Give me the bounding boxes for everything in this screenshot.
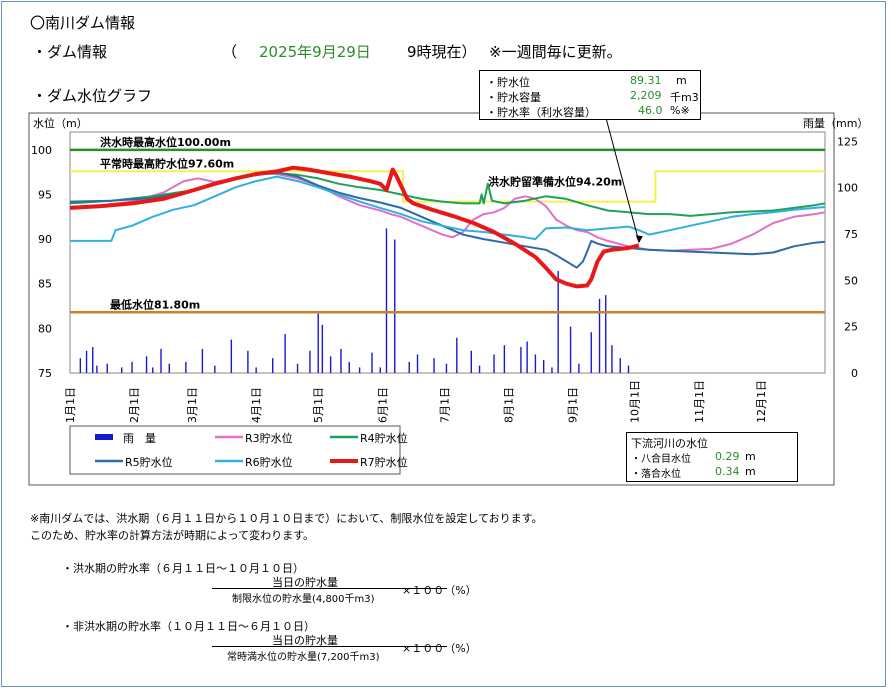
current-level-pointer (605, 117, 640, 242)
paren-open: （ (222, 43, 238, 61)
river-label-ochiai: ・落合水位 (631, 469, 681, 480)
status-label-volume: ・貯水容量 (486, 91, 541, 104)
legend-label: 雨 量 (123, 432, 156, 445)
formula1-label: ・洪水期の貯水率（６月１１日～１０月１０日） (62, 562, 304, 575)
y-axis-title: 水位（m） (33, 116, 88, 130)
legend-label: R5貯水位 (125, 455, 173, 469)
graph-heading: ・ダム水位グラフ (32, 87, 153, 105)
x-tick-label: 2月1日 (128, 387, 141, 423)
x-tick-label: 3月1日 (186, 387, 199, 423)
river-value-hachigome: 0.29 (715, 450, 740, 463)
y-tick-label: 100 (31, 144, 52, 157)
y2-tick-label: 75 (844, 228, 858, 241)
reservoir-status-box: ・貯水位 89.31 m ・貯水容量 2,209 千m3 ・貯水率（利水容量） … (479, 70, 701, 120)
r7-series-line (69, 165, 640, 289)
status-label-level: ・貯水位 (486, 76, 530, 89)
legend-swatch (95, 434, 113, 440)
x-tick-label: 1月1日 (64, 387, 77, 423)
x-tick-label: 9月1日 (567, 387, 580, 423)
river-value-ochiai: 0.34 (715, 465, 740, 478)
r6-series-line (70, 175, 826, 242)
status-value-rate: 46.0 (638, 104, 663, 117)
y-tick-label: 90 (38, 233, 52, 246)
x-tick-label: 10月1日 (629, 380, 642, 423)
formula2-denominator: 常時満水位の貯水量(7,200千m3) (227, 652, 380, 663)
legend-label: R7貯水位 (360, 455, 408, 469)
current-date: 2025年9月29日 (259, 43, 371, 61)
formula-flood-season: ・洪水期の貯水率（６月１１日～１０月１０日） 当日の貯水量 制限水位の貯水量(4… (62, 560, 542, 620)
formula1-fraction-line (212, 588, 447, 589)
reference-label: 洪水貯留準備水位94.20m (488, 175, 622, 189)
formula2-numerator: 当日の貯水量 (272, 634, 338, 647)
x-tick-label: 5月1日 (312, 387, 325, 423)
capacity-note-text: ※南川ダムでは、洪水期（６月１１日から１０月１０日まで）において、制限水位を設定… (30, 512, 543, 542)
water-level-chart: 水位（m） 雨量（mm） 75 80 85 90 95 100 0 25 50 75 100 125 1月1… (28, 112, 868, 486)
y2-tick-label: 25 (844, 321, 858, 334)
y-tick-label: 80 (38, 322, 52, 335)
formula1-multiplier: ×１００（%） (402, 584, 477, 597)
pointer-arrowhead (635, 235, 643, 244)
river-box-title: 下流河川の水位 (631, 437, 708, 450)
status-label-rate: ・貯水率（利水容量） (486, 106, 596, 119)
current-time: 9時現在） (407, 43, 477, 61)
x-tick-label: 7月1日 (438, 387, 451, 423)
reference-label: 平常時最高貯水位97.60m (100, 156, 234, 170)
page-title: 〇南川ダム情報 (30, 14, 136, 32)
y2-axis-title: 雨量（mm） (803, 117, 868, 130)
formula-nonflood-season: ・非洪水期の貯水率（１０月１１日～６月１０日） 当日の貯水量 常時満水位の貯水量… (62, 618, 542, 678)
status-value-volume: 2,209 (630, 89, 662, 102)
status-value-level: 89.31 (630, 74, 662, 87)
x-tick-label: 12月1日 (755, 380, 768, 423)
x-tick-label: 11月1日 (693, 380, 706, 423)
formula2-fraction-line (212, 646, 447, 647)
y2-tick-label: 100 (837, 182, 858, 195)
legend-label: R4貯水位 (360, 431, 408, 445)
status-unit-level: m (676, 74, 687, 87)
y-tick-label: 75 (38, 367, 52, 380)
limit-level-line (70, 170, 825, 203)
river-level-box: 下流河川の水位 ・八合目水位 0.29 m ・落合水位 0.34 m (626, 432, 798, 482)
legend-label: R6貯水位 (245, 455, 293, 469)
river-label-hachigome: ・八合目水位 (631, 454, 691, 465)
capacity-note: ※南川ダムでは、洪水期（６月１１日から１０月１０日まで）において、制限水位を設定… (30, 510, 870, 544)
legend-box (69, 425, 401, 475)
formula1-numerator: 当日の貯水量 (272, 576, 338, 589)
river-unit-ochiai: m (745, 465, 756, 478)
y-tick-label: 85 (38, 278, 52, 291)
status-unit-rate: %※ (670, 104, 690, 117)
formula2-multiplier: ×１００（%） (402, 642, 477, 655)
formula2-label: ・非洪水期の貯水率（１０月１１日～６月１０日） (62, 620, 315, 633)
update-note: ※一週間毎に更新。 (489, 43, 622, 61)
reference-label: 最低水位81.80m (110, 297, 200, 311)
x-tick-label: 8月1日 (503, 387, 516, 423)
dam-info-label: ・ダム情報 (32, 43, 108, 61)
y2-tick-label: 50 (844, 274, 858, 287)
legend-label: R3貯水位 (245, 431, 293, 445)
reference-label: 洪水時最高水位100.00m (100, 135, 231, 149)
formula1-denominator: 制限水位の貯水量(4,800千m3) (232, 594, 375, 605)
y2-tick-label: 0 (851, 367, 858, 380)
x-tick-label: 6月1日 (376, 387, 389, 423)
y-tick-label: 95 (38, 188, 52, 201)
status-unit-volume: 千m3 (670, 91, 699, 104)
x-tick-label: 4月1日 (250, 387, 263, 423)
river-unit-hachigome: m (745, 450, 756, 463)
y2-tick-label: 125 (837, 135, 858, 148)
